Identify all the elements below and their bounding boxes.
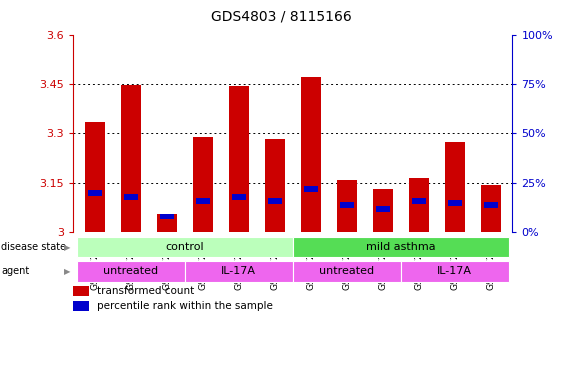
Text: transformed count: transformed count [97,286,195,296]
Text: ▶: ▶ [64,267,70,276]
Bar [73,286,88,296]
Text: ▶: ▶ [64,243,70,252]
Bar [229,86,249,232]
Bar [77,237,293,257]
Text: percentile rank within the sample: percentile rank within the sample [97,301,273,311]
Bar [481,185,501,232]
Bar [157,214,177,232]
Bar [484,202,498,208]
Bar [337,180,356,232]
Bar [124,194,138,200]
Text: agent: agent [1,266,29,276]
Text: mild asthma: mild asthma [366,242,436,252]
Bar [373,189,392,232]
Text: control: control [166,242,204,252]
Text: untreated: untreated [319,266,374,276]
Text: GDS4803 / 8115166: GDS4803 / 8115166 [211,10,352,23]
Bar [448,200,462,205]
Bar [160,214,174,220]
Bar [88,190,102,196]
Bar [121,85,141,232]
Text: IL-17A: IL-17A [221,266,256,276]
Bar [196,198,209,204]
Text: disease state: disease state [1,242,66,252]
Bar [401,262,509,281]
Text: untreated: untreated [103,266,158,276]
Bar [185,262,293,281]
Bar [265,139,285,232]
Bar [376,205,390,212]
Bar [301,78,321,232]
Bar [193,137,213,232]
Bar [304,186,318,192]
Bar [409,178,428,232]
Bar [77,262,185,281]
Bar [268,198,282,204]
Bar [85,122,105,232]
Bar [412,198,426,204]
Bar [232,194,245,200]
Bar [340,202,354,208]
Bar [445,142,464,232]
Bar [293,262,401,281]
Bar [293,237,509,257]
Bar [73,301,88,311]
Text: IL-17A: IL-17A [437,266,472,276]
